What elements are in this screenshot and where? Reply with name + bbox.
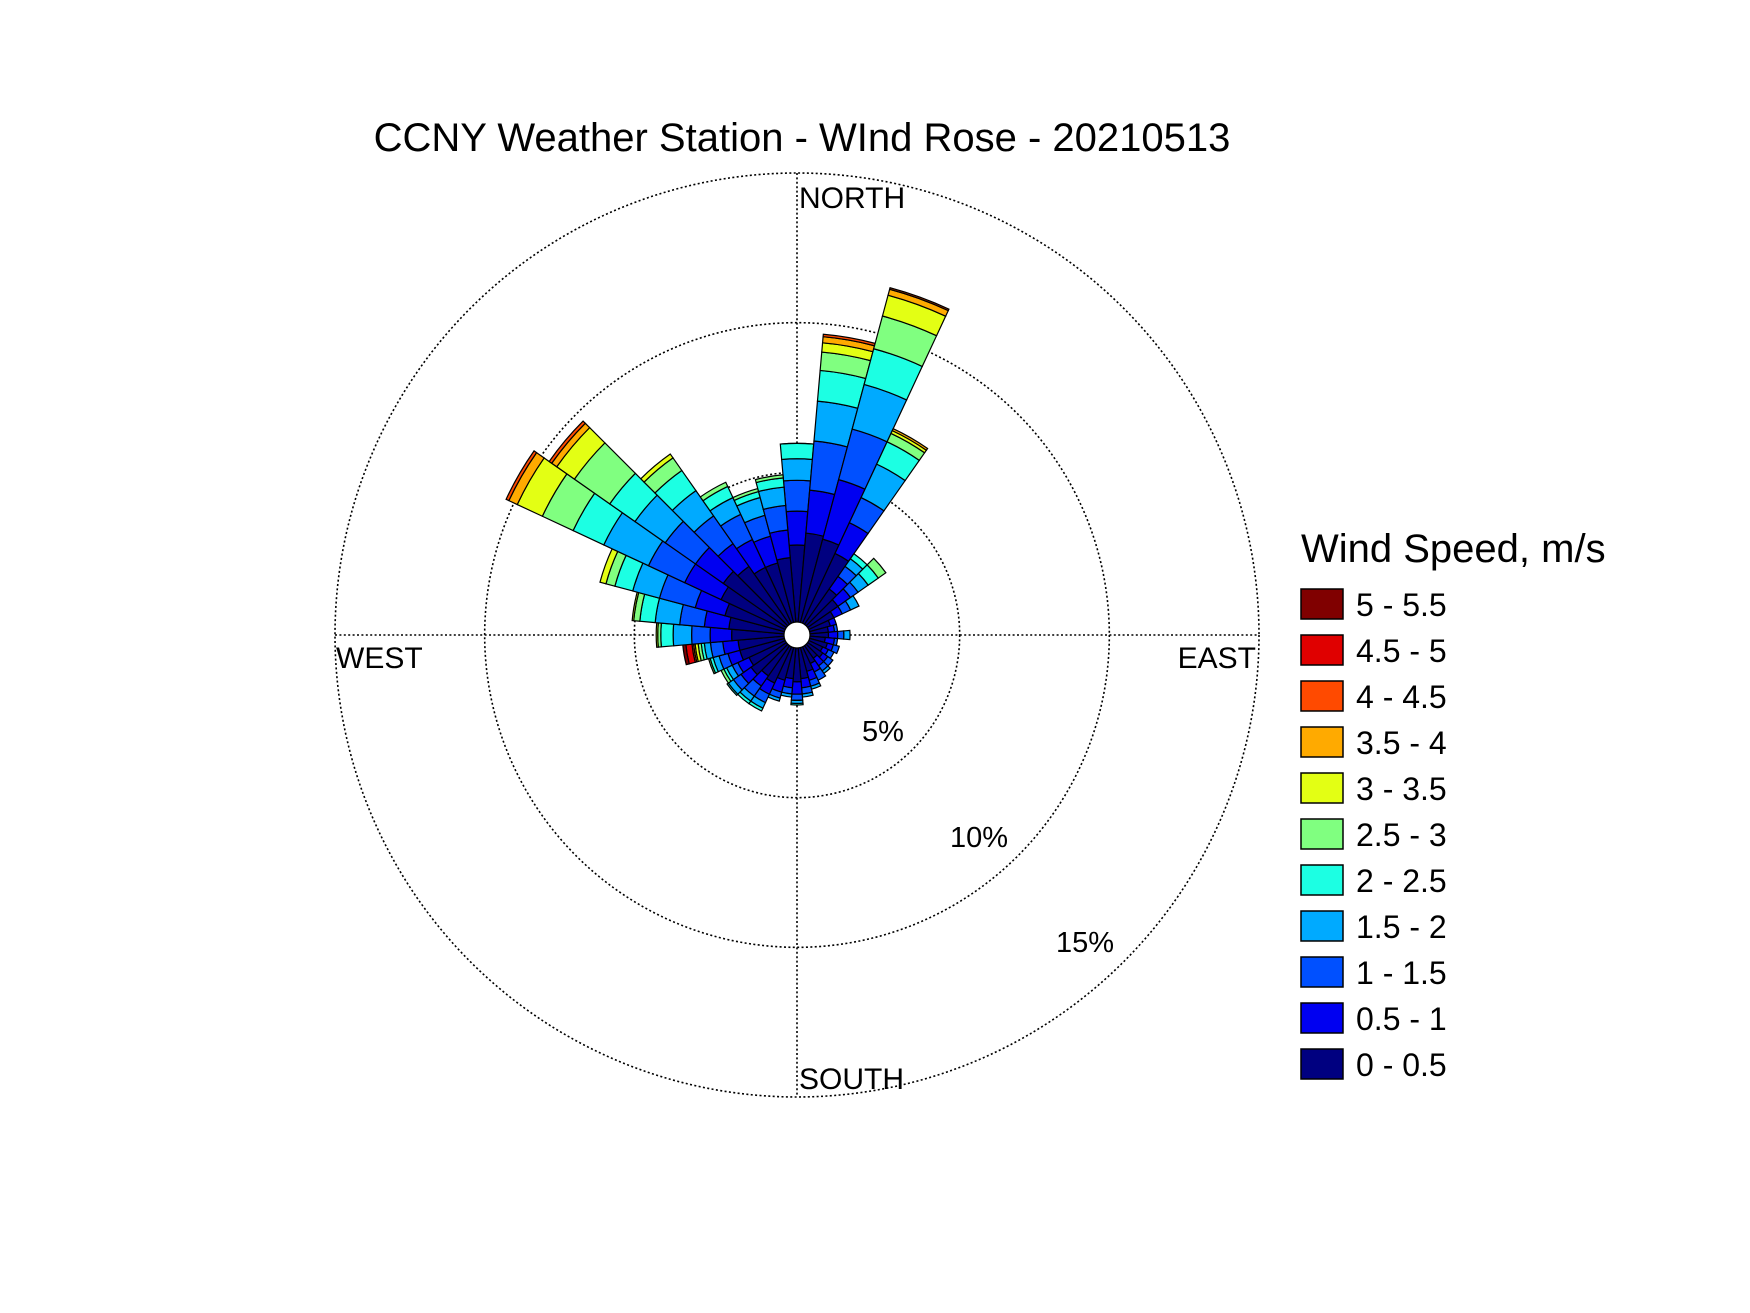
legend: Wind Speed, m/s 5 - 5.5 4.5 - 5 4 - 4.5 3.5… [1300, 527, 1606, 1083]
bar-segment-270-bin-4 [660, 622, 675, 648]
sector-320 [639, 453, 791, 627]
legend-swatch [1300, 1002, 1344, 1034]
bar-segment-180-bin-1 [791, 681, 803, 695]
bar-segment-330-bin-5 [699, 481, 729, 502]
bar-segment-270-bin-3 [672, 623, 693, 647]
bar-segment-270-bin-2 [691, 625, 712, 645]
legend-item: 4.5 - 5 [1300, 633, 1447, 669]
bar-segment-80-bin-2 [832, 623, 839, 633]
legend-swatch [1300, 864, 1344, 896]
legend-label: 2 - 2.5 [1356, 863, 1447, 899]
legend-item: 2.5 - 3 [1300, 817, 1447, 853]
bar-segment-90-bin-2 [836, 630, 845, 640]
north-label: NORTH [799, 182, 905, 215]
sector-350 [754, 474, 797, 624]
legend-item: 3 - 3.5 [1300, 771, 1447, 807]
legend-item: 3.5 - 4 [1300, 725, 1447, 761]
legend-title: Wind Speed, m/s [1301, 527, 1606, 571]
chart-title: CCNY Weather Station - WInd Rose - 20210… [374, 116, 1231, 160]
radial-tick-label-15: 15% [1056, 927, 1114, 959]
legend-label: 5 - 5.5 [1356, 587, 1447, 623]
grid-ring-15 [334, 172, 1260, 1098]
bar-segment-0-bin-4 [779, 442, 815, 461]
sector-20 [799, 287, 950, 625]
legend-label: 2.5 - 3 [1356, 817, 1447, 853]
bar-segment-320-bin-6 [639, 453, 674, 483]
legend-label: 0 - 0.5 [1356, 1047, 1447, 1083]
legend-label: 3.5 - 4 [1356, 725, 1447, 761]
legend-swatch [1300, 772, 1344, 804]
bar-segment-0-bin-2 [782, 479, 812, 513]
sector-290 [599, 548, 787, 633]
legend-items: 5 - 5.5 4.5 - 5 4 - 4.5 3.5 - 4 3 - 3.5 2.5 -… [1300, 587, 1447, 1083]
sector-10 [797, 333, 876, 624]
sector-310 [548, 420, 789, 629]
legend-item: 2 - 2.5 [1300, 863, 1447, 899]
legend-swatch [1300, 910, 1344, 942]
bar-segment-30-bin-7 [891, 427, 929, 452]
sector-280 [631, 591, 786, 635]
legend-item: 0.5 - 1 [1300, 1001, 1447, 1037]
bar-segment-350-bin-5 [754, 474, 784, 484]
sector-340 [732, 487, 795, 625]
legend-swatch [1300, 1048, 1344, 1080]
legend-item: 0 - 0.5 [1300, 1047, 1447, 1083]
radial-tick-label-5: 5% [862, 716, 904, 748]
bar-segment-50-bin-5 [866, 557, 887, 579]
legend-label: 3 - 3.5 [1356, 771, 1447, 807]
bar-segment-230-bin-4 [726, 682, 739, 697]
radial-tick-label-10: 10% [950, 822, 1008, 854]
legend-label: 4.5 - 5 [1356, 633, 1447, 669]
legend-label: 4 - 4.5 [1356, 679, 1447, 715]
bar-segment-0-bin-3 [780, 458, 814, 482]
sector-50 [805, 557, 887, 629]
bar-segment-310-bin-8 [548, 420, 587, 465]
east-label: EAST [1178, 642, 1256, 675]
center-hole [783, 621, 811, 649]
bar-segment-90-bin-3 [843, 629, 851, 641]
legend-swatch [1300, 956, 1344, 988]
legend-item: 5 - 5.5 [1300, 587, 1447, 623]
bar-segment-20-bin-8 [888, 287, 950, 312]
legend-item: 1 - 1.5 [1300, 955, 1447, 991]
legend-label: 1 - 1.5 [1356, 955, 1447, 991]
legend-swatch [1300, 588, 1344, 620]
bar-segment-180-bin-2 [790, 693, 804, 701]
sector-30 [801, 427, 929, 626]
bar-segment-300-bin-8 [505, 450, 538, 502]
west-label: WEST [336, 642, 423, 675]
south-label: SOUTH [799, 1063, 904, 1096]
legend-item: 1.5 - 2 [1300, 909, 1447, 945]
bar-segment-270-bin-6 [655, 622, 659, 648]
legend-label: 1.5 - 2 [1356, 909, 1447, 945]
bar-segment-60-bin-3 [844, 594, 860, 611]
legend-swatch [1300, 680, 1344, 712]
legend-swatch [1300, 726, 1344, 758]
wind-rose-bars [505, 287, 950, 712]
legend-label: 0.5 - 1 [1356, 1001, 1447, 1037]
bar-segment-270-bin-1 [709, 626, 733, 644]
legend-swatch [1300, 634, 1344, 666]
legend-swatch [1300, 818, 1344, 850]
sector-100 [808, 635, 839, 647]
legend-item: 4 - 4.5 [1300, 679, 1447, 715]
sector-180 [790, 647, 804, 706]
bar-segment-0-bin-1 [785, 510, 809, 546]
bar-segment-180-bin-4 [790, 702, 804, 706]
